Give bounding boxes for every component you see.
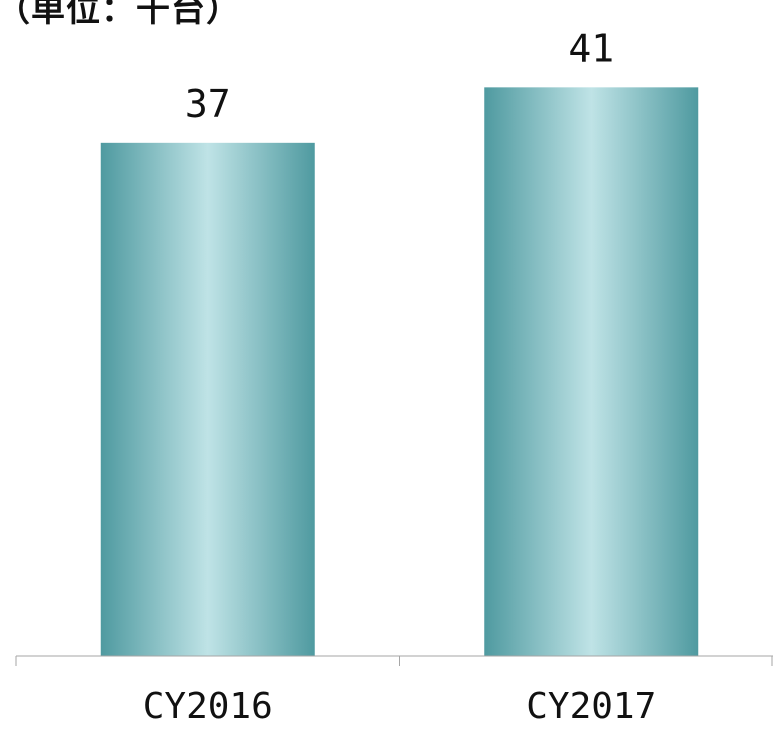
labels-layer: 37 CY2016 41 CY2017	[143, 26, 657, 727]
bar-cy2017	[484, 87, 699, 656]
data-label-cy2016: 37	[185, 82, 231, 126]
x-axis	[15, 655, 773, 666]
x-tick-label-cy2016: CY2016	[143, 686, 273, 727]
x-tick-label-cy2017: CY2017	[526, 686, 656, 727]
data-label-cy2017: 41	[568, 26, 614, 70]
unit-label: （単位：千台）	[0, 0, 241, 30]
bar-cy2016	[100, 142, 315, 657]
bars-layer	[100, 87, 699, 657]
